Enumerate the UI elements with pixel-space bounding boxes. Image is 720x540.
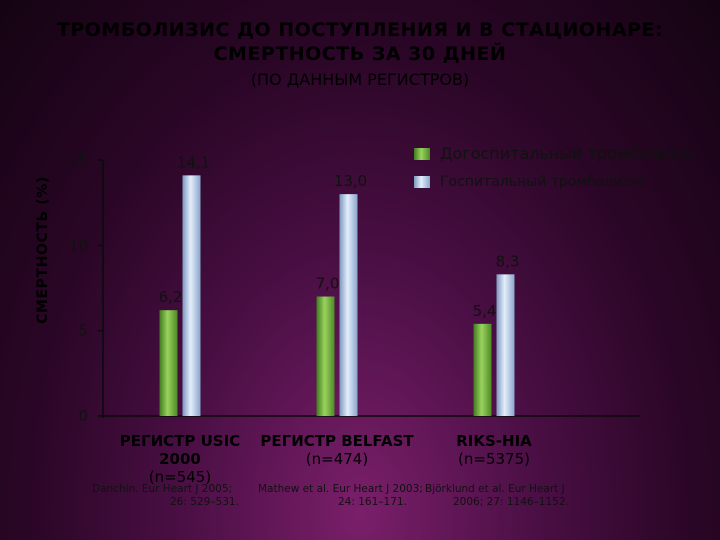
- data-label: 8,3: [496, 252, 520, 270]
- data-label: 5,4: [473, 302, 497, 320]
- bar-hospital-3: [496, 274, 515, 416]
- y-tick-label: 0: [78, 407, 88, 425]
- category-sample-size: (n=5375): [458, 450, 530, 468]
- category-year: 2000: [159, 450, 201, 468]
- legend-swatch-prehospital: [414, 148, 430, 160]
- category-label-1: РЕГИСТР USIC 2000 (n=545): [90, 432, 270, 486]
- category-name: РЕГИСТР USIC: [119, 432, 241, 450]
- title-line-2: СМЕРТНОСТЬ ЗА 30 ДНЕЙ: [213, 43, 507, 65]
- citation-3-line-2: 2006; 27: 1146–1152.: [453, 496, 569, 508]
- data-label: 7,0: [316, 275, 340, 293]
- bars-group: 6,2 14,1 7,0 13,0 5,4 8,3: [159, 153, 520, 416]
- bar-hospital-1: [182, 175, 201, 416]
- subtitle: (ПО ДАННЫМ РЕГИСТРОВ): [250, 70, 470, 89]
- bar-hospital-2: [339, 194, 358, 416]
- category-label-3: RIKS-HIA (n=5375): [404, 432, 584, 468]
- data-label: 6,2: [159, 288, 183, 306]
- citation-1: Danchin. Eur Heart J 2005; 26: 529–531.: [92, 483, 239, 509]
- slide-title-block: ТРОМБОЛИЗИС ДО ПОСТУПЛЕНИЯ И В СТАЦИОНАР…: [0, 18, 720, 92]
- data-label: 14,1: [177, 153, 210, 171]
- legend-swatch-hospital: [414, 176, 430, 188]
- y-tick-label: 5: [78, 322, 88, 340]
- citation-1-line-2: 26: 529–531.: [170, 496, 239, 508]
- y-tick-label: 10: [69, 236, 88, 254]
- legend-label-prehospital: Догоспитальный тромболизис: [440, 144, 697, 163]
- citation-3-line-1: Björklund et al. Eur Heart J: [425, 483, 565, 495]
- citation-2: Mathew et al. Eur Heart J 2003; 24: 161–…: [258, 483, 423, 509]
- legend-label-hospital: Госпитальный тромболизис: [440, 174, 646, 190]
- category-name: RIKS-HIA: [456, 432, 532, 450]
- category-sample-size: (n=545): [148, 468, 212, 486]
- category-label-2: РЕГИСТР BELFAST (n=474): [247, 432, 427, 468]
- citation-2-line-2: 24: 161–171.: [338, 496, 407, 508]
- y-tick-label: 15: [69, 151, 88, 169]
- data-label: 13,0: [334, 172, 367, 190]
- bar-prehospital-3: [473, 323, 492, 416]
- bar-prehospital-2: [316, 296, 335, 416]
- bar-prehospital-1: [159, 310, 178, 416]
- citation-3: Björklund et al. Eur Heart J 2006; 27: 1…: [425, 483, 569, 509]
- y-axis-label: СМЕРТНОСТЬ (%): [35, 176, 51, 324]
- citation-2-line-1: Mathew et al. Eur Heart J 2003;: [258, 483, 423, 495]
- citation-1-line-1: Danchin. Eur Heart J 2005;: [92, 483, 233, 495]
- legend: Догоспитальный тромболизис Госпитальный т…: [414, 144, 697, 190]
- title-line-1: ТРОМБОЛИЗИС ДО ПОСТУПЛЕНИЯ И В СТАЦИОНАР…: [56, 19, 664, 41]
- category-name: РЕГИСТР BELFAST: [260, 432, 414, 450]
- category-sample-size: (n=474): [305, 450, 369, 468]
